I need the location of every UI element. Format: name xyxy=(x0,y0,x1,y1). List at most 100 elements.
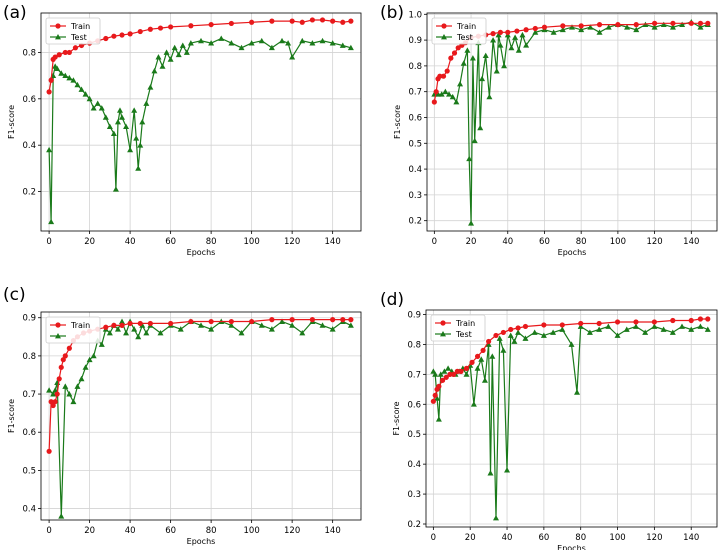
data-point xyxy=(56,376,62,382)
data-point xyxy=(578,320,584,327)
data-point xyxy=(688,20,694,26)
x-tick-label: 100 xyxy=(610,237,626,247)
data-point xyxy=(249,318,255,325)
data-point xyxy=(463,365,470,371)
x-tick-label: 60 xyxy=(165,237,176,247)
data-point xyxy=(70,77,77,83)
data-point xyxy=(633,22,639,28)
data-point xyxy=(208,21,214,28)
data-point xyxy=(175,51,182,58)
data-point xyxy=(218,35,225,41)
data-point xyxy=(228,20,234,27)
legend-marker xyxy=(55,322,61,328)
data-point xyxy=(487,470,494,476)
data-point xyxy=(493,68,500,74)
x-axis-title: Epochs xyxy=(187,537,216,546)
data-point xyxy=(445,365,452,371)
data-point xyxy=(437,371,444,377)
data-point xyxy=(560,23,566,29)
legend: Train Test xyxy=(431,17,487,45)
data-point xyxy=(157,25,164,31)
data-point xyxy=(340,19,346,25)
data-point xyxy=(454,368,460,374)
data-point xyxy=(137,28,143,35)
data-point xyxy=(56,52,62,58)
data-point xyxy=(596,326,603,332)
data-point xyxy=(550,329,557,335)
data-point xyxy=(157,329,164,336)
x-tick-label: 120 xyxy=(646,533,662,543)
data-point xyxy=(228,322,235,328)
data-point xyxy=(329,326,336,332)
data-point xyxy=(347,44,354,51)
data-point xyxy=(477,124,484,131)
x-tick-label: 80 xyxy=(206,237,217,247)
data-point xyxy=(522,323,529,330)
data-point xyxy=(163,49,170,55)
data-point xyxy=(489,353,496,359)
y-tick-label: 0.4 xyxy=(407,460,421,470)
data-point xyxy=(50,402,56,409)
data-point xyxy=(171,44,178,51)
data-point xyxy=(490,31,496,37)
data-point xyxy=(58,513,65,519)
data-point xyxy=(651,319,657,325)
data-point xyxy=(508,326,514,333)
data-point xyxy=(463,371,470,377)
data-point xyxy=(670,20,676,26)
x-tick-label: 0 xyxy=(431,533,436,543)
x-tick-label: 120 xyxy=(646,237,662,247)
y-tick-label: 0.7 xyxy=(407,370,421,380)
data-point xyxy=(596,22,603,28)
x-tick-label: 100 xyxy=(609,533,625,543)
data-point xyxy=(471,137,478,144)
data-point xyxy=(329,40,336,46)
data-point xyxy=(457,80,464,87)
data-point xyxy=(299,329,306,336)
data-point xyxy=(541,24,548,30)
data-point xyxy=(269,317,275,323)
data-point xyxy=(155,54,162,60)
x-tick-label: 40 xyxy=(502,237,513,247)
data-point xyxy=(469,55,476,61)
data-point xyxy=(131,326,138,332)
data-point xyxy=(559,322,565,328)
plot-frame xyxy=(40,12,362,232)
data-point xyxy=(147,84,154,90)
data-point xyxy=(497,42,504,48)
x-tick-label: 0 xyxy=(432,237,437,247)
data-point xyxy=(279,37,286,44)
data-point xyxy=(143,329,150,336)
y-tick-label: 0.6 xyxy=(22,95,36,105)
data-point xyxy=(615,22,621,28)
data-point xyxy=(438,91,445,97)
data-point xyxy=(460,60,467,66)
data-point xyxy=(168,24,174,30)
data-point xyxy=(330,317,336,323)
y-axis-title: F1-score xyxy=(392,401,401,435)
data-point xyxy=(614,332,621,338)
data-point xyxy=(183,49,190,55)
x-tick-label: 20 xyxy=(84,237,95,247)
data-point xyxy=(208,326,215,332)
data-point xyxy=(651,20,658,26)
data-point xyxy=(48,77,54,83)
series-line xyxy=(432,325,709,519)
data-point xyxy=(669,329,676,335)
data-point xyxy=(441,368,448,374)
data-point xyxy=(289,322,296,328)
data-point xyxy=(515,325,521,331)
data-point xyxy=(347,322,354,328)
y-tick-label: 0.5 xyxy=(407,430,421,440)
data-point xyxy=(605,323,612,329)
data-point xyxy=(187,40,194,46)
data-point xyxy=(569,24,575,30)
data-point xyxy=(52,54,58,60)
x-tick-label: 60 xyxy=(539,237,550,247)
data-point xyxy=(474,365,481,371)
data-point xyxy=(504,467,511,473)
data-point xyxy=(86,95,93,102)
data-point xyxy=(660,21,667,28)
data-point xyxy=(697,20,704,26)
